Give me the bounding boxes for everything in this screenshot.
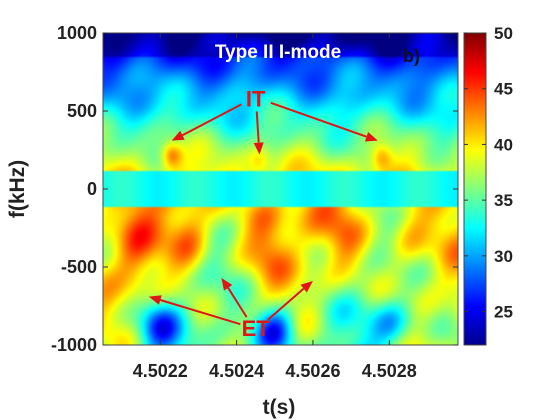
y-tick-label: 500 [67, 101, 97, 121]
heatmap-plot-area [103, 33, 458, 345]
colorbar-tick-label: 35 [494, 191, 513, 210]
colorbar: 50 45 40 35 30 25 [463, 24, 513, 346]
colorbar-tick-label: 45 [494, 80, 513, 99]
annotation-arrow [267, 287, 305, 321]
annotation-arrowhead [148, 295, 162, 305]
colorbar-tick-label: 50 [494, 24, 513, 43]
chart-title: Type II I-mode [215, 42, 341, 63]
colorbar-gradient [463, 32, 487, 346]
annotation-arrowhead [300, 281, 313, 293]
y-axis-label: f(kHz) [6, 160, 29, 218]
x-tick-label: 4.5024 [209, 361, 264, 381]
annotation-label: IT [246, 87, 266, 112]
x-tick-label: 4.5022 [133, 361, 188, 381]
y-tick-label: -1000 [51, 335, 97, 355]
annotation-arrowhead [364, 132, 378, 142]
heatmap-image [103, 33, 458, 345]
annotation-label: ET [242, 316, 271, 341]
annotation-arrow [227, 287, 248, 318]
annotation-arrow [160, 299, 241, 326]
colorbar-tick-label: 30 [494, 247, 513, 266]
x-axis: 4.5022 4.5024 4.5026 4.5028 [133, 33, 417, 381]
y-tick-label: -500 [61, 257, 97, 277]
panel-label: b) [403, 46, 420, 66]
colorbar-tick-label: 40 [494, 135, 513, 154]
annotation-arrowhead [221, 277, 233, 291]
annotation-arrow [255, 111, 260, 143]
x-tick-label: 4.5026 [285, 361, 340, 381]
x-tick-label: 4.5028 [362, 361, 417, 381]
y-tick-label: 0 [87, 179, 97, 199]
y-tick-label: 1000 [57, 23, 97, 43]
annotation-arrow [181, 103, 242, 137]
x-axis-label: t(s) [263, 396, 296, 419]
colorbar-ticks: 50 45 40 35 30 25 [464, 24, 513, 322]
annotation-arrowhead [253, 142, 264, 155]
colorbar-tick-label: 25 [494, 303, 513, 322]
annotation-arrow [270, 101, 367, 138]
y-axis: 1000 500 0 -500 -1000 [51, 23, 458, 355]
annotations: IT ET [148, 87, 378, 341]
annotation-arrowhead [171, 130, 185, 141]
